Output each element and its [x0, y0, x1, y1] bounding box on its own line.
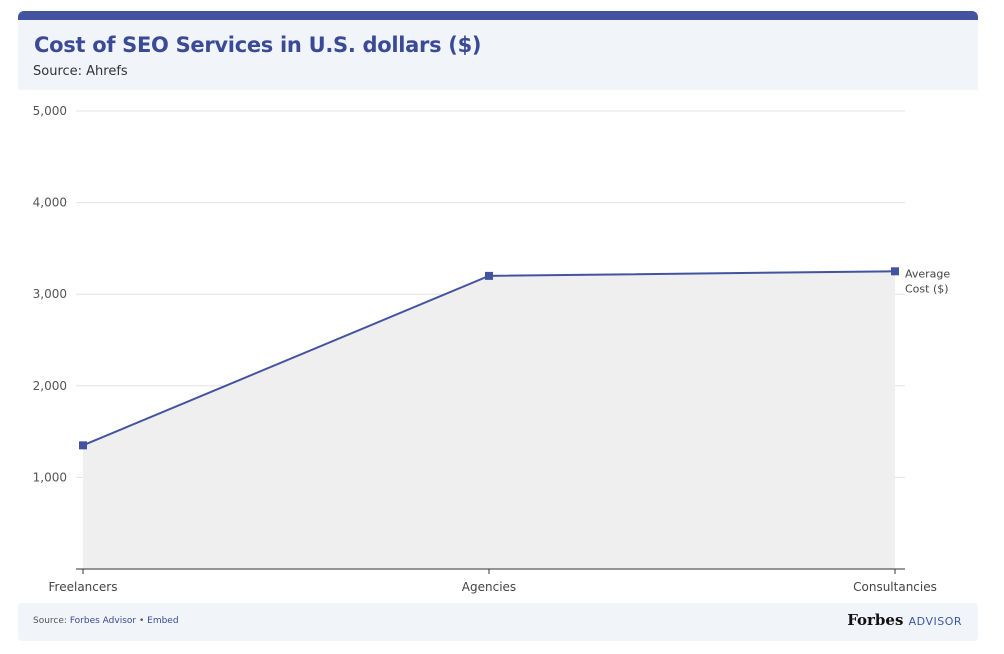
- data-point: [891, 267, 899, 276]
- chart-source: Source: Ahrefs: [33, 64, 128, 79]
- y-tick-label: 3,000: [33, 287, 67, 301]
- area-fill: [83, 271, 895, 569]
- forbes-advisor-link[interactable]: Forbes Advisor: [69, 616, 137, 626]
- data-point: [79, 441, 87, 450]
- y-tick-label: 4,000: [33, 196, 67, 210]
- top-accent-bar: [18, 11, 978, 21]
- x-tick-label: Agencies: [462, 580, 516, 594]
- logo-suffix: ADVISOR: [908, 615, 962, 628]
- forbes-advisor-logo: Forbes ADVISOR: [847, 611, 962, 629]
- footer-source: Source: Forbes Advisor • Embed: [33, 616, 179, 626]
- separator: •: [136, 616, 148, 626]
- chart-title: Cost of SEO Services in U.S. dollars ($): [34, 33, 482, 57]
- footer-source-label: Source:: [33, 616, 70, 626]
- y-tick-label: 5,000: [33, 104, 67, 118]
- embed-link[interactable]: Embed: [147, 616, 179, 626]
- series-label-line2: Cost ($): [905, 282, 949, 295]
- data-point: [485, 271, 493, 280]
- y-tick-label: 1,000: [33, 470, 67, 484]
- y-tick-label: 2,000: [33, 379, 67, 393]
- x-tick-label: Freelancers: [49, 580, 118, 594]
- x-tick-label: Consultancies: [853, 580, 937, 594]
- chart-footer: Source: Forbes Advisor • Embed Forbes AD…: [18, 603, 978, 641]
- logo-text: Forbes: [847, 611, 904, 629]
- chart-header: Cost of SEO Services in U.S. dollars ($)…: [18, 20, 978, 90]
- series-label-line1: Average: [905, 267, 950, 280]
